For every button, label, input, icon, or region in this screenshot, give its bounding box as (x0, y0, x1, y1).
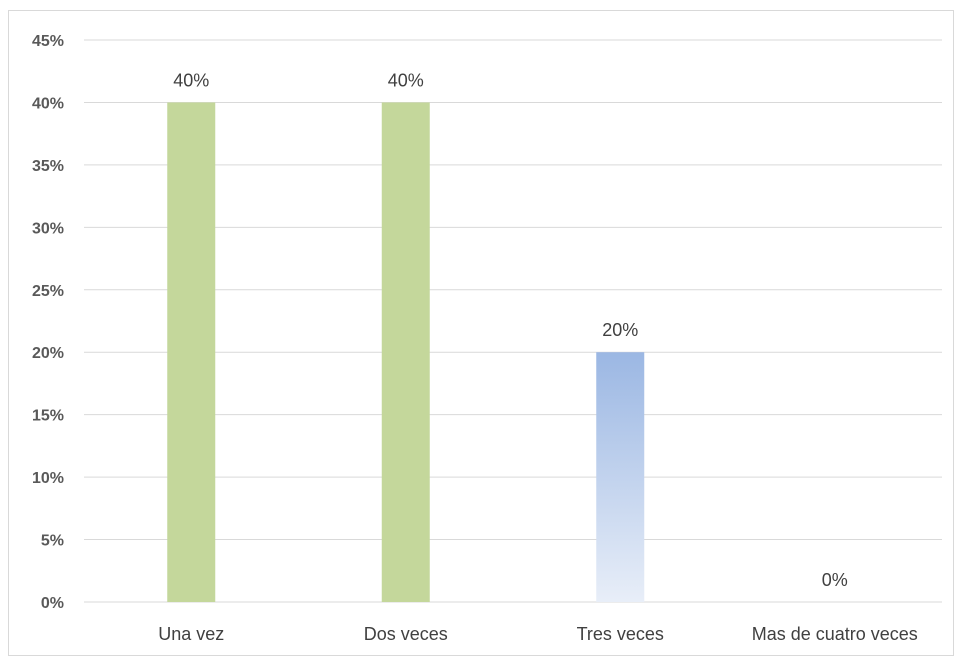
y-tick-label: 20% (32, 345, 64, 362)
data-label: 0% (822, 570, 848, 590)
gridlines (84, 39, 942, 603)
y-tick-label: 40% (32, 95, 64, 112)
bars (167, 102, 645, 602)
y-axis-tick-labels: 0% 5% 10% 15% 20% 25% 30% 35% 40% 45% (32, 33, 64, 612)
y-tick-label: 5% (41, 533, 64, 550)
data-label: 40% (173, 70, 209, 90)
y-tick-label: 15% (32, 408, 64, 425)
data-label: 40% (388, 70, 424, 90)
data-label: 20% (602, 320, 638, 340)
x-tick-label: Dos veces (364, 624, 448, 644)
bar (167, 102, 216, 602)
y-tick-label: 30% (32, 220, 64, 237)
x-tick-label: Una vez (158, 624, 224, 644)
chart-frame (8, 10, 954, 656)
y-tick-label: 10% (32, 470, 64, 487)
y-tick-label: 45% (32, 33, 64, 50)
bar (381, 102, 430, 602)
y-tick-label: 0% (41, 595, 64, 612)
y-tick-label: 25% (32, 283, 64, 300)
x-axis-tick-labels: Una vez Dos veces Tres veces Mas de cuatro … (158, 624, 918, 644)
x-tick-label: Tres veces (577, 624, 664, 644)
bar (596, 352, 645, 602)
y-tick-label: 35% (32, 158, 64, 175)
data-labels: 40% 40% 20% 0% (173, 70, 848, 590)
x-tick-label: Mas de cuatro veces (752, 624, 918, 644)
